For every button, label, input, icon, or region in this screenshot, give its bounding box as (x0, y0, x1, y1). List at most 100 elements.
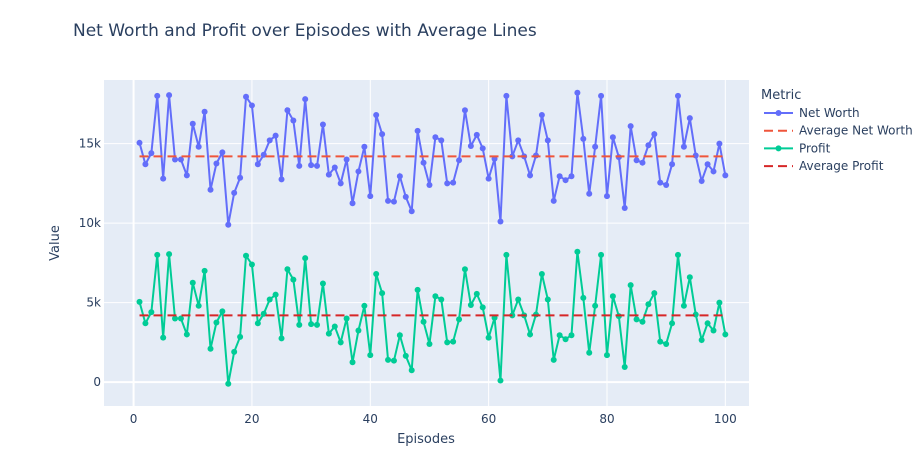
profit-point (136, 298, 143, 305)
net-worth-point (177, 156, 184, 163)
profit-point (284, 266, 291, 273)
profit-point (592, 302, 599, 309)
profit-point (266, 296, 273, 303)
net-worth-point (651, 131, 658, 138)
net-worth-point (308, 162, 315, 169)
net-worth-point (603, 193, 610, 200)
x-tick-label: 0 (130, 412, 138, 426)
plot-area (104, 80, 749, 406)
profit-point (621, 364, 628, 371)
profit-point (680, 302, 687, 309)
profit-point (349, 359, 356, 366)
profit-point (337, 339, 344, 346)
net-worth-point (349, 200, 356, 207)
profit-point (367, 352, 374, 359)
net-worth-point (278, 176, 285, 183)
net-worth-point (172, 156, 179, 163)
net-worth-point (390, 198, 397, 205)
profit-point (160, 334, 167, 341)
profit-point (355, 327, 362, 334)
profit-point (556, 332, 563, 339)
net-worth-point (201, 108, 208, 115)
profit-point (651, 290, 658, 297)
net-worth-point (680, 143, 687, 150)
profit-point (473, 290, 480, 297)
profit-point (408, 367, 415, 374)
legend-item-average-profit[interactable]: Average Profit (764, 159, 884, 173)
profit-point (716, 299, 723, 306)
profit-point (538, 271, 545, 278)
profit-point (154, 251, 161, 258)
profit-point (183, 331, 190, 338)
profit-point (550, 356, 557, 363)
profit-point (586, 349, 593, 356)
net-worth-point (183, 172, 190, 179)
net-worth-point (473, 131, 480, 138)
net-worth-point (544, 137, 551, 144)
net-worth-point (550, 197, 557, 204)
profit-point (627, 282, 634, 289)
net-worth-point (396, 173, 403, 180)
net-worth-point (580, 135, 587, 142)
net-worth-point (296, 162, 303, 169)
profit-point (225, 380, 232, 387)
net-worth-point (272, 132, 279, 139)
series-layer (136, 89, 729, 387)
profit-point (166, 251, 173, 258)
net-worth-line (138, 92, 727, 225)
net-worth-point (237, 174, 244, 181)
legend-label: Average Profit (799, 159, 884, 173)
net-worth-point (254, 161, 261, 168)
y-tick-label: 15k (79, 137, 101, 151)
profit-point (385, 356, 392, 363)
net-worth-point (266, 137, 273, 144)
net-worth-point (331, 164, 338, 171)
net-worth-point (515, 137, 522, 144)
net-worth-point (361, 143, 368, 150)
x-axis-label: Episodes (397, 432, 455, 447)
profit-point (302, 255, 309, 262)
profit-point (278, 335, 285, 342)
net-worth-point (302, 96, 309, 103)
net-worth-point (497, 218, 504, 225)
profit-point (373, 271, 380, 278)
net-worth-point (314, 162, 321, 169)
profit-point (213, 319, 220, 326)
profit-point (698, 337, 705, 343)
net-worth-point (231, 189, 238, 196)
profit-point (633, 316, 640, 323)
net-worth-point (485, 175, 492, 182)
profit-point (379, 290, 386, 297)
profit-point (325, 330, 332, 337)
legend-item-net-worth[interactable]: Net Worth (764, 106, 860, 120)
y-tick-label: 5k (86, 296, 101, 310)
profit-point (444, 339, 451, 346)
net-worth-point (379, 131, 386, 138)
net-worth-point (319, 121, 326, 128)
x-tick-label: 40 (363, 412, 378, 426)
profit-point (272, 291, 279, 298)
net-worth-point (450, 179, 457, 186)
profit-point (432, 293, 439, 300)
profit-point (426, 340, 433, 347)
profit-point (598, 251, 605, 258)
profit-point (456, 316, 463, 323)
profit-point (461, 266, 468, 273)
legend-label: Average Net Worth (799, 124, 913, 138)
net-worth-point (574, 89, 581, 96)
net-worth-point (598, 92, 605, 99)
profit-point (639, 318, 646, 325)
x-tick-labels: 0 20 40 60 80 100 (130, 412, 737, 426)
net-worth-point (136, 139, 143, 146)
legend-item-average-net-worth[interactable]: Average Net Worth (764, 124, 913, 138)
profit-point (314, 321, 321, 328)
net-worth-point (456, 157, 463, 164)
profit-point (603, 352, 610, 359)
profit-point (657, 338, 664, 345)
net-worth-point (154, 92, 161, 99)
profit-point (580, 294, 587, 301)
profit-point (343, 315, 350, 322)
net-worth-point (385, 197, 392, 204)
legend-item-profit[interactable]: Profit (764, 141, 831, 155)
